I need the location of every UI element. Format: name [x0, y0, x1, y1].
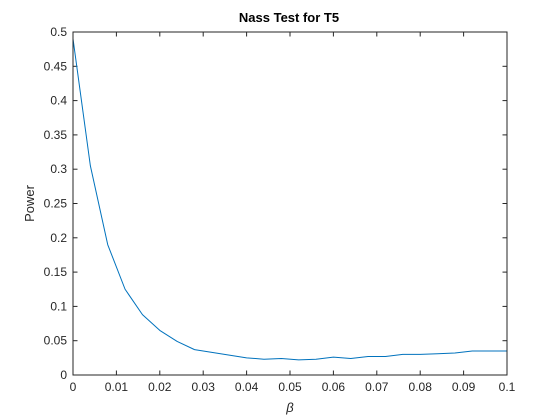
y-tick-label: 0	[60, 368, 67, 382]
y-tick-label: 0.35	[44, 128, 68, 142]
y-tick-label: 0.25	[44, 197, 68, 211]
x-tick-label: 0.05	[278, 380, 302, 394]
x-tick-label: 0.08	[409, 380, 433, 394]
y-tick-label: 0.3	[50, 162, 67, 176]
y-tick-label: 0.5	[50, 25, 67, 39]
x-tick-label: 0.09	[452, 380, 476, 394]
x-tick-label: 0.02	[148, 380, 172, 394]
y-tick-label: 0.2	[50, 231, 67, 245]
x-tick-label: 0.01	[105, 380, 129, 394]
plot-frame	[72, 31, 508, 376]
x-tick-label: 0.03	[192, 380, 216, 394]
series-line-0	[72, 38, 507, 361]
chart-title: Nass Test for T5	[239, 10, 339, 25]
y-tick-label: 0.15	[44, 265, 68, 279]
y-tick-label: 0.1	[50, 299, 67, 313]
y-tick-label: 0.45	[44, 59, 68, 73]
y-tick-label: 0.4	[50, 94, 67, 108]
x-tick-label: 0.06	[322, 380, 346, 394]
y-tick-label: 0.05	[44, 334, 68, 348]
plot-area	[73, 32, 507, 375]
x-tick-label: 0.04	[235, 380, 259, 394]
x-axis-label: β	[285, 400, 294, 415]
series-layer	[72, 38, 507, 361]
x-tick-label: 0.1	[499, 380, 516, 394]
x-tick-label: 0.07	[365, 380, 389, 394]
x-tick-label: 0	[70, 380, 77, 394]
y-axis-label: Power	[22, 184, 37, 222]
tick-labels: 0 0.01 0.02 0.03 0.04 0.05 0.06 0.07 0.08 0.09 0.1…	[44, 25, 516, 394]
